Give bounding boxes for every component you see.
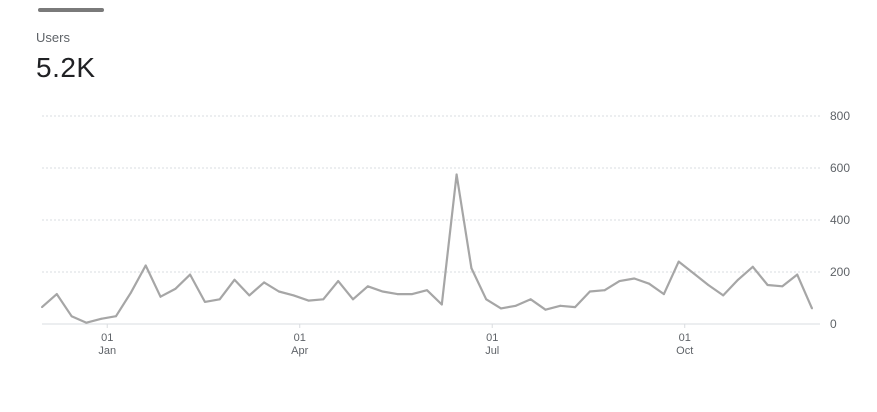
data-point <box>100 317 103 320</box>
data-point <box>41 306 43 309</box>
series-line <box>41 173 814 324</box>
data-point <box>662 293 665 296</box>
data-point <box>766 284 769 286</box>
x-tick-month-label: Apr <box>291 345 308 357</box>
y-tick-label: 800 <box>830 109 850 123</box>
data-point <box>485 298 488 301</box>
y-axis: 0 200 400 600 800 <box>830 109 850 331</box>
data-point <box>55 293 58 296</box>
data-point <box>796 273 799 276</box>
data-point <box>277 290 280 293</box>
data-point <box>381 290 384 293</box>
data-point <box>307 299 310 302</box>
data-point <box>203 300 206 303</box>
data-point <box>292 294 295 297</box>
x-tick-month-label: Jul <box>485 345 499 357</box>
x-tick-day-label: 01 <box>486 332 498 344</box>
x-tick-day-label: 01 <box>294 332 306 344</box>
y-tick-label: 200 <box>830 265 850 279</box>
data-point <box>707 284 710 286</box>
data-point <box>396 293 399 296</box>
metric-label: Users <box>36 30 70 45</box>
data-point <box>574 306 577 309</box>
data-point <box>218 298 221 301</box>
data-point <box>322 298 325 301</box>
data-point <box>115 315 118 318</box>
data-point <box>544 308 547 311</box>
data-point <box>677 260 680 263</box>
data-point <box>559 304 562 307</box>
data-point <box>351 298 354 301</box>
data-point <box>692 272 695 275</box>
data-point <box>500 307 503 310</box>
data-point <box>470 267 473 270</box>
data-point <box>751 265 754 268</box>
x-tick-month-label: Oct <box>676 345 693 357</box>
data-point <box>736 278 739 281</box>
x-tick-day-label: 01 <box>101 332 113 344</box>
data-point <box>529 298 532 301</box>
data-point <box>144 264 147 267</box>
data-point <box>263 281 266 284</box>
data-point <box>366 285 369 288</box>
data-point <box>514 304 517 307</box>
data-point <box>248 294 251 297</box>
data-point <box>603 289 606 292</box>
data-point <box>189 273 192 276</box>
data-point <box>588 290 591 293</box>
data-point <box>85 321 88 324</box>
y-tick-label: 400 <box>830 213 850 227</box>
data-point <box>618 280 621 283</box>
data-point <box>159 295 162 298</box>
data-point <box>129 291 132 294</box>
x-tick-month-label: Jan <box>98 345 116 357</box>
data-point <box>648 282 651 285</box>
x-tick-day-label: 01 <box>679 332 691 344</box>
data-point <box>455 173 458 176</box>
tab-indicator <box>38 8 104 12</box>
data-point <box>440 303 443 306</box>
data-point <box>411 293 414 296</box>
y-tick-label: 0 <box>830 317 837 331</box>
data-point <box>722 294 725 297</box>
data-point <box>633 277 636 280</box>
chart-lines <box>41 173 814 324</box>
data-point <box>174 287 177 290</box>
y-tick-label: 600 <box>830 161 850 175</box>
metric-value: 5.2K <box>36 52 96 83</box>
data-point <box>811 307 813 310</box>
data-point <box>426 289 428 292</box>
data-point <box>70 315 73 318</box>
data-point <box>233 278 236 281</box>
data-point <box>337 280 340 283</box>
data-point <box>781 285 784 288</box>
chart-grid <box>42 115 820 325</box>
